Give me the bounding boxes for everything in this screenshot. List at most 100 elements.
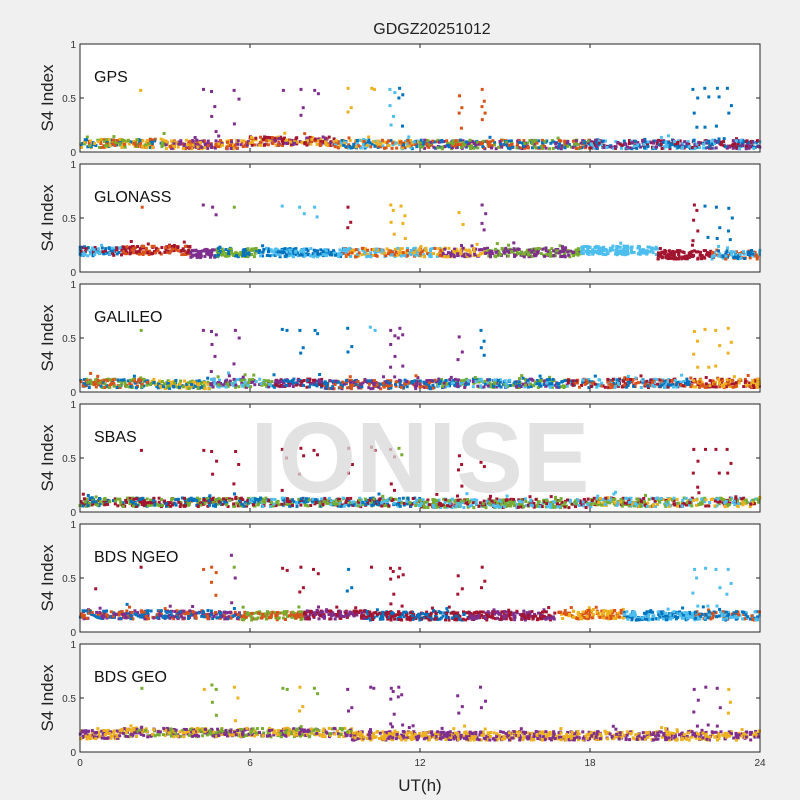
data-point — [249, 140, 253, 144]
data-point — [292, 253, 296, 257]
data-point — [554, 142, 558, 146]
data-point — [736, 143, 740, 147]
data-point — [200, 501, 204, 505]
data-point — [329, 250, 333, 254]
data-point — [724, 257, 728, 261]
data-point — [118, 497, 122, 501]
data-point — [666, 255, 670, 259]
data-point — [722, 140, 726, 144]
data-point — [325, 381, 329, 385]
data-point — [129, 250, 133, 254]
data-point — [692, 249, 696, 253]
data-point — [662, 139, 666, 143]
spike-point — [299, 351, 303, 355]
data-point — [415, 498, 419, 502]
spike-point — [696, 339, 699, 343]
spike-point — [457, 111, 461, 115]
data-point — [580, 383, 583, 387]
data-point — [250, 380, 254, 384]
data-point — [164, 147, 168, 151]
panel-label: GPS — [94, 69, 128, 86]
data-point — [338, 385, 342, 389]
data-point — [456, 143, 460, 146]
data-point — [236, 255, 240, 259]
data-point — [203, 146, 207, 150]
data-point — [214, 139, 218, 143]
data-point — [524, 250, 528, 254]
data-point — [93, 378, 97, 382]
data-point — [614, 383, 618, 387]
data-point — [156, 249, 160, 253]
data-point — [682, 256, 685, 260]
data-point — [453, 250, 457, 254]
data-point — [228, 498, 232, 502]
data-point — [406, 496, 410, 500]
data-point — [629, 378, 633, 381]
data-point — [409, 139, 413, 142]
data-point — [283, 131, 287, 135]
data-point — [418, 383, 422, 387]
data-point — [239, 143, 243, 147]
data-point — [677, 255, 681, 259]
data-point — [239, 251, 243, 255]
data-point — [450, 506, 454, 509]
data-point — [504, 385, 508, 389]
spike-point — [399, 204, 403, 208]
data-point — [184, 500, 188, 504]
data-point — [274, 252, 278, 256]
data-point — [690, 384, 694, 388]
data-point — [307, 498, 311, 502]
data-point — [152, 380, 156, 384]
data-point — [195, 499, 199, 503]
data-point — [291, 503, 294, 507]
data-point — [491, 383, 495, 387]
data-point — [621, 385, 625, 389]
data-point — [557, 503, 561, 507]
data-point — [414, 253, 418, 257]
data-point — [228, 248, 231, 251]
spike-point — [140, 205, 144, 209]
data-point — [356, 504, 360, 508]
data-point — [557, 382, 561, 386]
data-point — [717, 244, 721, 248]
data-point — [218, 378, 221, 382]
data-point — [671, 249, 675, 253]
data-point — [259, 135, 262, 139]
spike-point — [388, 104, 392, 108]
data-point — [323, 253, 327, 257]
data-point — [659, 254, 663, 258]
data-point — [144, 251, 148, 255]
data-point — [394, 383, 397, 386]
data-point — [319, 138, 323, 142]
data-point — [456, 380, 460, 384]
data-point — [620, 146, 623, 150]
data-point — [311, 252, 315, 256]
data-point — [526, 385, 530, 389]
data-point — [285, 499, 289, 503]
data-point — [195, 384, 199, 388]
data-point — [731, 142, 735, 146]
data-point — [90, 246, 94, 250]
data-point — [735, 137, 738, 141]
data-point — [507, 139, 510, 143]
data-point — [116, 378, 120, 382]
data-point — [123, 145, 127, 149]
data-point — [409, 504, 413, 508]
data-point — [268, 136, 271, 140]
spike-point — [714, 124, 718, 128]
data-point — [421, 385, 425, 389]
data-point — [424, 249, 428, 253]
data-point — [346, 497, 350, 500]
data-point — [141, 253, 145, 256]
data-point — [226, 142, 230, 146]
data-point — [397, 502, 401, 506]
data-point — [191, 381, 195, 385]
data-point — [300, 141, 304, 145]
data-point — [266, 383, 270, 387]
data-point — [306, 378, 310, 382]
data-point — [218, 252, 222, 256]
data-point — [125, 500, 128, 504]
data-point — [669, 256, 673, 260]
data-point — [402, 501, 406, 505]
